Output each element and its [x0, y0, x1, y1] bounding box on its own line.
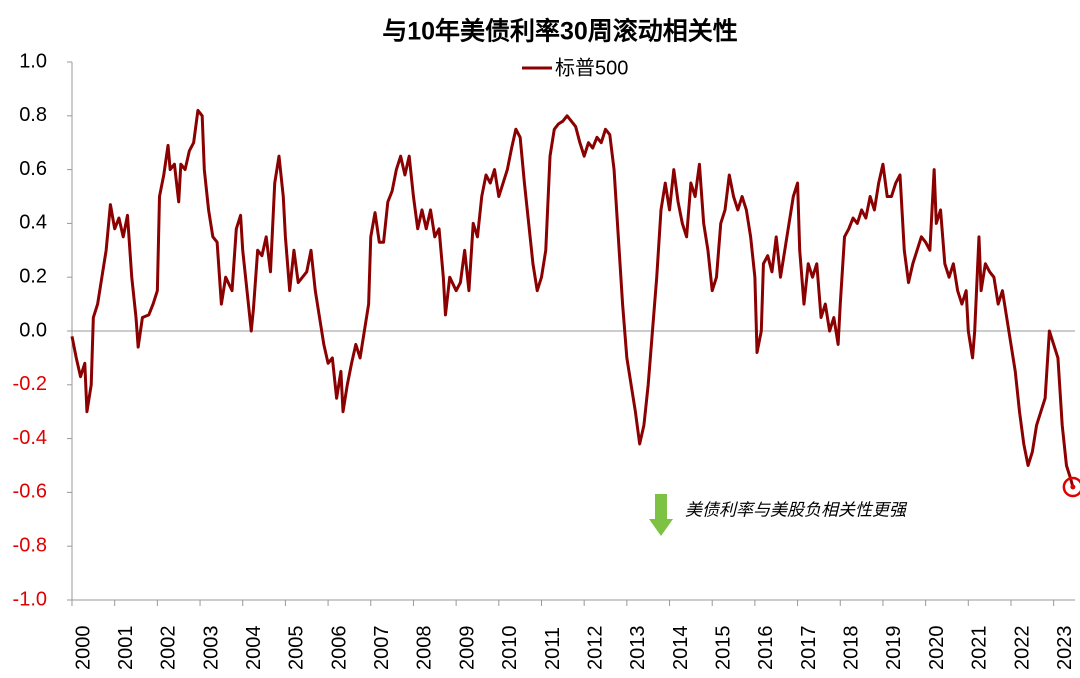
x-tick-label: 2007	[371, 626, 393, 671]
x-tick-label: 2017	[798, 626, 820, 671]
x-tick-label: 2008	[414, 626, 436, 671]
x-tick-label: 2006	[328, 626, 350, 671]
y-tick-label: -0.8	[13, 534, 47, 556]
x-tick-label: 2023	[1054, 626, 1076, 671]
last-point-highlight	[1062, 476, 1080, 498]
x-tick-label: 2005	[286, 626, 308, 671]
x-tick-label: 2013	[627, 626, 649, 671]
x-tick-label: 2011	[542, 627, 564, 670]
x-tick-label: 2010	[499, 626, 521, 671]
y-tick-label: 0.8	[19, 104, 47, 126]
data-line	[70, 108, 1075, 488]
x-tick-label: 2003	[200, 626, 222, 671]
x-tick-label: 2014	[670, 626, 692, 671]
x-tick-label: 2018	[841, 626, 863, 671]
annotation: 美债利率与美股负相关性更强	[685, 500, 908, 519]
x-tick-label: 2012	[584, 626, 606, 671]
y-tick-label: -0.2	[13, 373, 47, 395]
y-tick-label: 0.4	[19, 212, 47, 234]
last-point-dot	[1070, 484, 1076, 490]
x-tick-label: 2004	[243, 626, 265, 671]
annotation-arrow	[649, 494, 673, 536]
legend-label: 标普500	[555, 56, 628, 79]
x-tick-label: 2002	[158, 626, 180, 671]
x-tick-label: 2021	[969, 626, 991, 671]
y-tick-label: -1.0	[13, 588, 47, 610]
y-tick-label: 0.6	[19, 158, 47, 180]
y-tick-label: -0.6	[13, 481, 47, 503]
y-tick-label: 0.2	[19, 265, 47, 287]
x-tick-label: 2020	[926, 626, 948, 671]
x-tick-label: 2019	[883, 626, 905, 671]
y-tick-label: 1.0	[19, 50, 47, 72]
x-tick-label: 2009	[456, 626, 478, 671]
x-tick-label: 2022	[1011, 626, 1033, 671]
chart-title: 与10年美债利率30周滚动相关性	[382, 17, 738, 46]
y-tick-label: 0.0	[19, 319, 47, 341]
x-tick-label: 2015	[712, 626, 734, 671]
x-tick-label: 2016	[755, 626, 777, 671]
y-tick-label: -0.4	[13, 427, 47, 449]
x-tick-label: 2000	[72, 626, 94, 671]
x-tick-label: 2001	[115, 626, 137, 671]
